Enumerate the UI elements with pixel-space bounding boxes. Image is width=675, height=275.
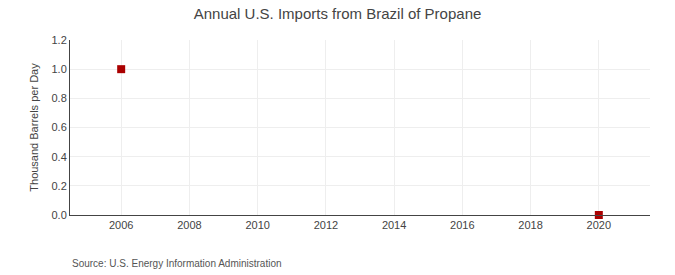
svg-text:Annual U.S. Imports from Brazi: Annual U.S. Imports from Brazil of Propa… xyxy=(194,5,482,22)
svg-text:Source: U.S. Energy Informatio: Source: U.S. Energy Information Administ… xyxy=(72,258,282,269)
svg-text:2008: 2008 xyxy=(177,219,201,231)
svg-text:2006: 2006 xyxy=(109,219,133,231)
svg-text:1.0: 1.0 xyxy=(52,63,67,75)
svg-text:0.6: 0.6 xyxy=(52,121,67,133)
svg-text:0.0: 0.0 xyxy=(52,209,67,221)
svg-text:0.8: 0.8 xyxy=(52,92,67,104)
svg-text:2014: 2014 xyxy=(382,219,406,231)
svg-text:2020: 2020 xyxy=(587,219,611,231)
svg-text:2018: 2018 xyxy=(518,219,542,231)
svg-text:Thousand Barrels per Day: Thousand Barrels per Day xyxy=(28,63,40,192)
svg-text:2012: 2012 xyxy=(314,219,338,231)
svg-text:0.2: 0.2 xyxy=(52,180,67,192)
svg-text:0.4: 0.4 xyxy=(52,151,67,163)
svg-text:1.2: 1.2 xyxy=(52,34,67,46)
svg-text:2010: 2010 xyxy=(245,219,269,231)
svg-text:2016: 2016 xyxy=(450,219,474,231)
